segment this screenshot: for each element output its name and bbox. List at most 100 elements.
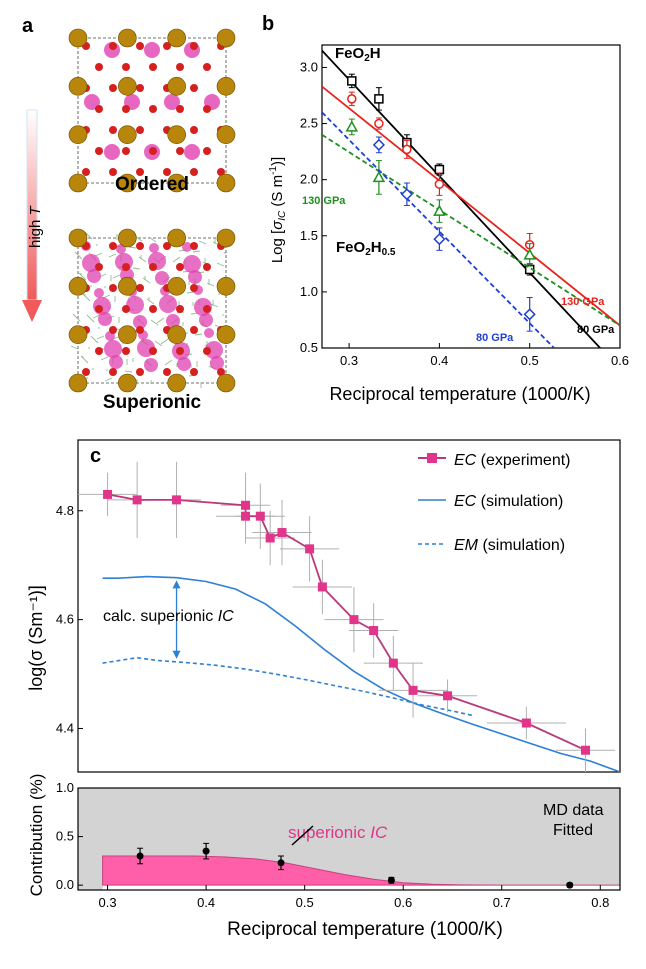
experiment-point: [443, 691, 453, 701]
iron-atom: [68, 125, 88, 144]
iron-atom: [167, 173, 186, 193]
x-tick-label: 0.4: [430, 353, 448, 368]
oxygen-atom: [190, 168, 198, 176]
oxygen-atom: [136, 242, 144, 250]
h-trajectory: [94, 252, 103, 257]
data-point: [523, 308, 536, 321]
h-trajectory: [100, 356, 109, 361]
iron-atom: [216, 173, 236, 193]
panel-d-chart: d 0.30.40.50.60.70.80.00.51.0 Contributi…: [27, 774, 621, 940]
data-point: [434, 164, 445, 175]
y-tick-label: 1.5: [300, 228, 318, 243]
h-trajectory: [154, 340, 163, 347]
h-trajectory: [96, 335, 105, 340]
panel-b-frame: [321, 44, 621, 349]
hydrogen-cloud: [204, 328, 214, 338]
oxygen-atom: [122, 63, 130, 71]
md-data-point: [136, 852, 144, 860]
iron-atom: [167, 277, 186, 296]
high-t-label: high T: [27, 204, 44, 248]
hydrogen-cloud: [87, 269, 101, 283]
oxygen-atom: [95, 263, 103, 271]
h-trajectory: [148, 236, 157, 243]
panel-c-legend: EC (experiment) EC (simulation) EM (simu…: [418, 452, 570, 554]
hydrogen-cloud: [164, 94, 180, 110]
experiment-point: [255, 511, 265, 521]
hydrogen-cloud: [144, 42, 160, 58]
panel-d-ylabel: Contribution (%): [27, 774, 46, 897]
md-data-point: [202, 847, 210, 855]
panel-b-ylabel: Log [σIC (S m-1)]: [268, 157, 288, 263]
hydrogen-cloud: [104, 340, 122, 358]
experiment-point: [277, 528, 287, 538]
data-point: [433, 233, 446, 246]
oxygen-atom: [203, 305, 211, 313]
oxygen-atom: [203, 63, 211, 71]
h-trajectory: [72, 313, 81, 322]
oxygen-atom: [136, 84, 144, 92]
oxygen-atom: [163, 242, 171, 250]
h-trajectory: [124, 370, 133, 373]
x-tick-label: 0.3: [340, 353, 358, 368]
h-trajectory: [92, 314, 101, 319]
iron-atom: [118, 173, 137, 193]
panel-c-ylabel: log(σ (Sm⁻¹)]: [26, 585, 46, 691]
h-trajectory: [128, 246, 137, 249]
oxygen-atom: [217, 168, 225, 176]
hydrogen-cloud: [183, 255, 201, 273]
oxygen-atom: [95, 63, 103, 71]
h-trajectory: [210, 303, 219, 308]
oxygen-atom: [149, 263, 157, 271]
oxygen-atom: [95, 105, 103, 113]
iron-atom: [68, 373, 88, 393]
oxygen-atom: [149, 63, 157, 71]
oxygen-atom: [149, 105, 157, 113]
h-trajectory: [150, 319, 159, 326]
h-trajectory: [192, 250, 201, 253]
feo2h05-label: FeO2H0.5: [336, 239, 396, 258]
experiment-point: [388, 658, 398, 668]
x-tick-label: 0.5: [521, 353, 539, 368]
hydrogen-cloud: [98, 312, 112, 326]
iron-atom: [118, 325, 137, 344]
iron-atom: [216, 325, 236, 344]
hydrogen-cloud: [116, 244, 126, 254]
oxygen-atom: [95, 305, 103, 313]
iron-atom: [118, 77, 137, 96]
panel-d-frame: [77, 787, 621, 891]
experiment-point: [521, 718, 531, 728]
hydrogen-cloud: [109, 355, 123, 369]
hydrogen-cloud: [93, 297, 111, 315]
label-80gpa-black: 80 GPa: [577, 324, 615, 336]
experiment-point: [132, 495, 142, 505]
experiment-point: [369, 625, 379, 635]
h-trajectory: [206, 282, 215, 287]
superionic-ic-annotation: superionic IC: [288, 823, 388, 842]
oxygen-atom: [176, 147, 184, 155]
oxygen-atom: [109, 326, 117, 334]
ordered-structure-image: [68, 28, 236, 193]
oxygen-atom: [190, 84, 198, 92]
x-tick-label: 0.6: [394, 895, 412, 910]
oxygen-atom: [136, 126, 144, 134]
h-trajectory: [142, 277, 151, 284]
iron-atom: [167, 28, 186, 48]
h-trajectory: [172, 256, 181, 263]
oxygen-atom: [109, 42, 117, 50]
oxygen-atom: [149, 305, 157, 313]
oxygen-atom: [176, 263, 184, 271]
panel-a-structures: a Ordered Superionic high T: [22, 15, 236, 413]
y-tick-label: 1.0: [300, 284, 318, 299]
data-point: [372, 138, 385, 151]
y-tick-label: 4.8: [56, 503, 74, 518]
hydrogen-cloud: [188, 270, 202, 284]
oxygen-atom: [190, 284, 198, 292]
legend-fitted: Fitted: [553, 822, 593, 839]
data-point: [434, 179, 445, 189]
ordered-label: Ordered: [115, 174, 189, 195]
data-point: [345, 120, 359, 132]
fit-line: [322, 134, 620, 327]
oxygen-atom: [136, 168, 144, 176]
hydrogen-cloud: [205, 341, 223, 359]
panel-d-xlabel: Reciprocal temperature (1000/K): [227, 919, 503, 940]
